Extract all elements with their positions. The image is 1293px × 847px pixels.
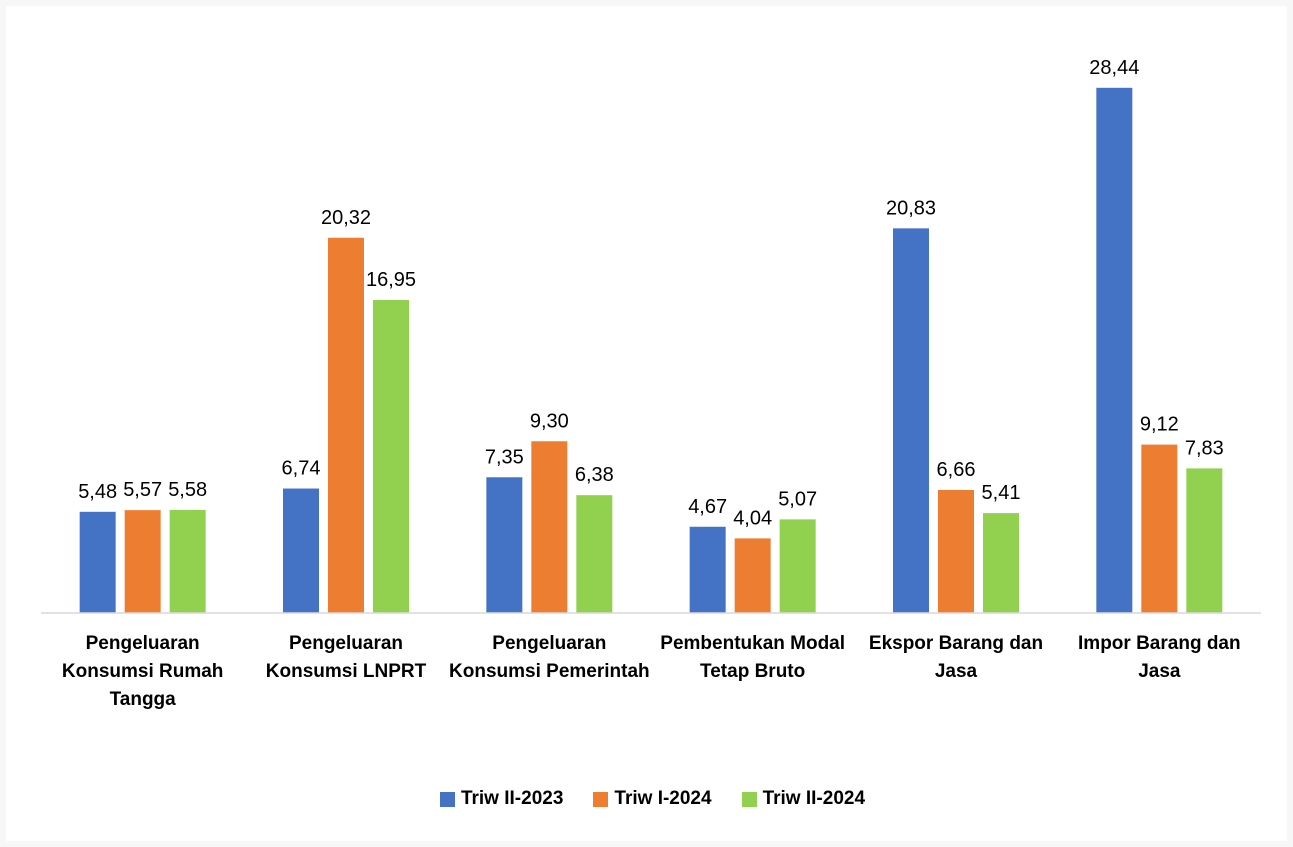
legend-label: Triw II-2024 [762,788,866,809]
x-tick-label: Pengeluaran Konsumsi Pemerintah [449,633,650,682]
x-tick-label: Ekspor Barang dan Jasa [868,633,1044,682]
value-label: 6,38 [575,464,614,486]
legend-item: Triw II-2024 [741,788,866,810]
value-label: 4,04 [733,507,772,529]
bar [938,490,974,613]
value-label: 20,32 [321,207,371,229]
legend-label: Triw II-2023 [460,788,564,809]
value-label: 4,67 [688,496,727,518]
bar [1096,87,1133,614]
value-label: 5,07 [778,488,817,510]
legend-item: Triw I-2024 [593,788,712,810]
legend-swatch [593,791,609,807]
x-tick-label: Pembentukan Modal Tetap Bruto [660,633,846,682]
plot: 5,48 5,57 5,58 6,74 20,32 16,95 7,35 9,30 6,38 4,… [41,57,1261,614]
legend: Triw II-2023 Triw I-2024 Triw II-2024 [6,788,1287,810]
value-label: 9,12 [1140,414,1179,436]
value-label: 7,83 [1185,437,1224,459]
value-label: 6,74 [282,458,321,480]
bar [983,513,1019,613]
bar [1186,468,1223,613]
bar [486,477,523,613]
value-label: 5,58 [168,479,207,501]
bar [1141,444,1178,613]
bar [283,488,319,613]
value-label: 5,48 [78,481,117,503]
value-label: 5,57 [123,479,162,501]
bar [79,511,116,613]
bar [169,509,206,613]
bar [124,510,161,613]
x-tick-label: Impor Barang dan Jasa [1078,633,1241,682]
legend-swatch [741,791,757,807]
value-label: 20,83 [886,197,936,219]
legend-label: Triw I-2024 [614,788,712,809]
bar [893,228,929,613]
value-label: 16,95 [366,269,416,291]
bar [531,441,568,613]
bar [734,538,771,613]
x-tick-label: Pengeluaran Konsumsi Rumah Tangga [61,633,224,710]
value-label: 5,41 [982,482,1021,504]
bar [779,519,816,613]
bar [328,237,364,614]
bar [576,495,613,613]
legend-swatch [439,791,455,807]
bar [689,526,726,613]
legend-item: Triw II-2023 [439,788,564,810]
x-tick-label: Pengeluaran Konsumsi LNPRT [265,633,427,682]
value-label: 28,44 [1089,57,1139,79]
bar [373,299,409,613]
value-label: 6,66 [937,459,976,481]
value-label: 9,30 [530,410,569,432]
value-label: 7,35 [485,446,524,468]
